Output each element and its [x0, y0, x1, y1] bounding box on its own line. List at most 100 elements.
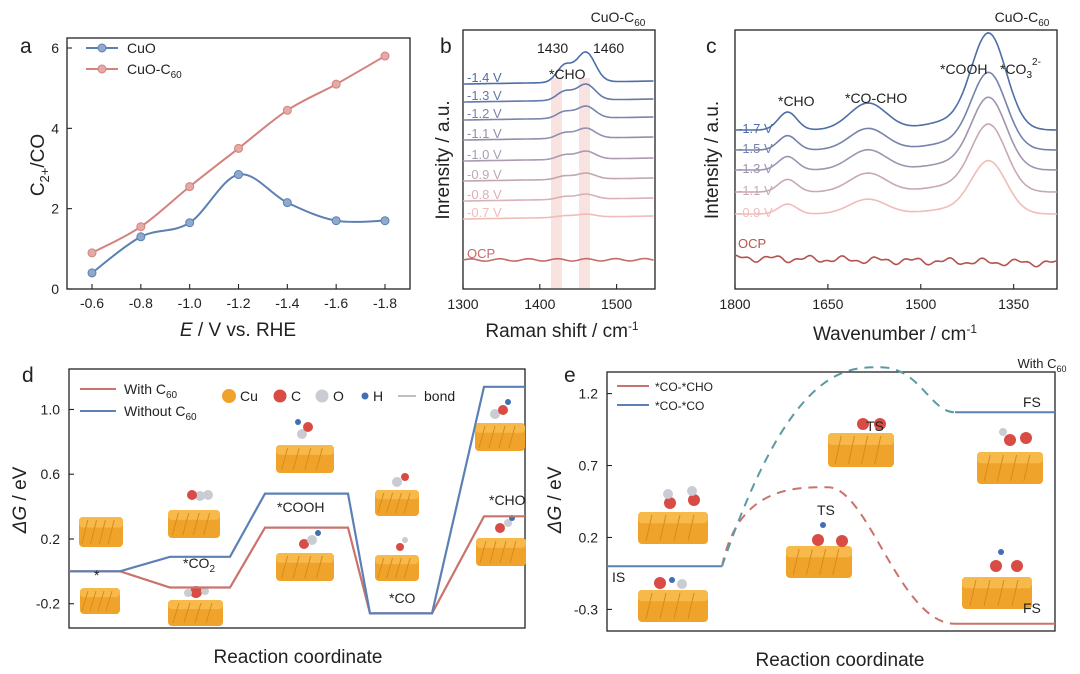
data-point-CuO-C60: [185, 182, 195, 192]
spectrum-line: [463, 105, 654, 121]
catalyst-slab: [638, 512, 708, 544]
slab-top-layer: [977, 452, 1043, 464]
slab-grain: [89, 590, 97, 612]
catalyst-slab: [786, 546, 852, 578]
cu-atom-icon: [222, 389, 236, 403]
slab-grain: [292, 555, 300, 579]
panel-d-legend: With C60 Without C60 Cu C O H bond: [80, 381, 455, 423]
slab-grain: [81, 590, 89, 612]
x-tick-label: -1.0: [178, 295, 202, 311]
slab-grain: [874, 435, 882, 465]
state-label-ts-coco: TS: [866, 418, 884, 434]
panel-c-ylabel: Intensity / a.u.: [702, 101, 723, 219]
slab-grain: [304, 447, 312, 471]
x-tick-label: -0.8: [129, 295, 153, 311]
h-atom-icon: [361, 392, 369, 400]
panel-e-letter: e: [564, 364, 576, 387]
slab-grain: [488, 425, 496, 449]
c-atom: [184, 589, 192, 597]
spectrum-line: [735, 71, 1058, 151]
state-label-fs-coco: FS: [1023, 394, 1041, 410]
slab-grain: [1023, 454, 1031, 482]
slab-top-layer: [375, 555, 419, 565]
c-atom: [402, 537, 408, 543]
state-label-ts-cocho: TS: [817, 502, 835, 518]
slab-grain: [687, 592, 695, 620]
data-point-CuO-C60: [282, 105, 292, 115]
h-atom: [669, 577, 675, 583]
slab-grain: [805, 548, 813, 576]
slab-grain: [292, 447, 300, 471]
peak-label-1460: 1460: [593, 40, 624, 56]
spectrum-line: [735, 123, 1058, 193]
panel-a-ylabel: C2+/CO: [28, 134, 52, 196]
y-tick-label: 0: [51, 281, 59, 297]
legend-cuoc60-label: CuO-C60: [127, 61, 182, 81]
legend-cuo-marker: [97, 43, 107, 53]
state-label-is: IS: [612, 569, 625, 585]
spectrum-label: -1.2 V: [467, 106, 502, 121]
slab-grain: [834, 435, 842, 465]
panel-a-legend: CuO CuO-C60: [86, 40, 182, 81]
panel-d: d -0.2 0.2 0.6 1.0 With C60 Without C60 Cu …: [10, 364, 526, 668]
o-atom: [299, 539, 309, 549]
x-tick-label: -1.2: [226, 295, 250, 311]
catalyst-slab: [828, 433, 894, 467]
slab-top-layer: [962, 577, 1032, 589]
legend-h: H: [373, 388, 383, 404]
slab-grain: [997, 579, 1005, 607]
slab-top-layer: [786, 546, 852, 558]
legend-cuoc60-marker: [97, 64, 107, 74]
panel-e-structures: [638, 418, 1043, 622]
c-atom: [490, 409, 500, 419]
slab-grain: [403, 492, 411, 514]
panel-b-spectra: -1.4 V -1.3 V -1.2 V -1.1 V -1.0 V -0.9 V -0.8…: [462, 50, 654, 263]
panel-b-ylabel: Inrensity / a.u.: [433, 100, 454, 219]
legend-bond: bond: [424, 388, 455, 404]
spectrum-line: [463, 213, 654, 220]
o-atom: [1011, 560, 1023, 572]
slab-grain: [281, 555, 289, 579]
spectrum-label: -1.0 V: [467, 147, 502, 162]
spectrum-line: [462, 257, 654, 263]
spectrum-label: -0.8 V: [467, 187, 502, 202]
slab-grain: [659, 592, 667, 620]
panel-a: a -0.6 -0.8 -1.0 -1.2 -1.4 -1.6 -1.8 0 2 4 6 CuO C…: [20, 35, 411, 341]
spectrum-line: [735, 32, 1058, 131]
spectrum-line: [463, 172, 654, 182]
slab-grain: [832, 548, 840, 576]
o-atom: [498, 405, 508, 415]
spectrum-label: -1.5 V: [738, 141, 773, 156]
state-label-cho: *CHO: [489, 492, 526, 508]
y-tick-label: 1.0: [41, 401, 61, 417]
x-tick-label: 1500: [905, 296, 936, 312]
slab-grain: [479, 540, 487, 564]
slab-grain: [97, 590, 105, 612]
peak-label-1430: 1430: [537, 40, 568, 56]
slab-grain: [315, 555, 323, 579]
spectrum-label: -0.7 V: [467, 205, 502, 220]
catalyst-slab: [476, 538, 526, 566]
panel-e-ticks: -0.3 0.2 0.7 1.2: [574, 386, 612, 617]
series-line-CuO: [91, 173, 386, 274]
legend-co-co-label: *CO-*CO: [655, 399, 704, 413]
slab-grain: [377, 492, 385, 514]
catalyst-slab: [80, 588, 120, 614]
energy-line-Without C60: [69, 385, 525, 615]
o-atom: [990, 560, 1002, 572]
slab-grain: [90, 519, 98, 545]
panel-a-ticks: -0.6 -0.8 -1.0 -1.2 -1.4 -1.6 -1.8 0 2 4 6: [51, 40, 397, 311]
x-tick-label: -1.4: [275, 295, 299, 311]
slab-grain: [969, 579, 977, 607]
spectrum-label: -0.9 V: [738, 205, 773, 220]
slab-grain: [792, 548, 800, 576]
panel-a-lines: [87, 51, 390, 278]
slab-grain: [498, 425, 506, 449]
slab-grain: [509, 540, 517, 564]
slab-grain: [182, 512, 190, 536]
catalyst-slab: [375, 490, 419, 516]
panel-c-xlabel: Wavenumber / cm-1: [813, 322, 977, 345]
o-atom: [190, 586, 202, 598]
spectrum-label: -1.3 V: [738, 161, 773, 176]
